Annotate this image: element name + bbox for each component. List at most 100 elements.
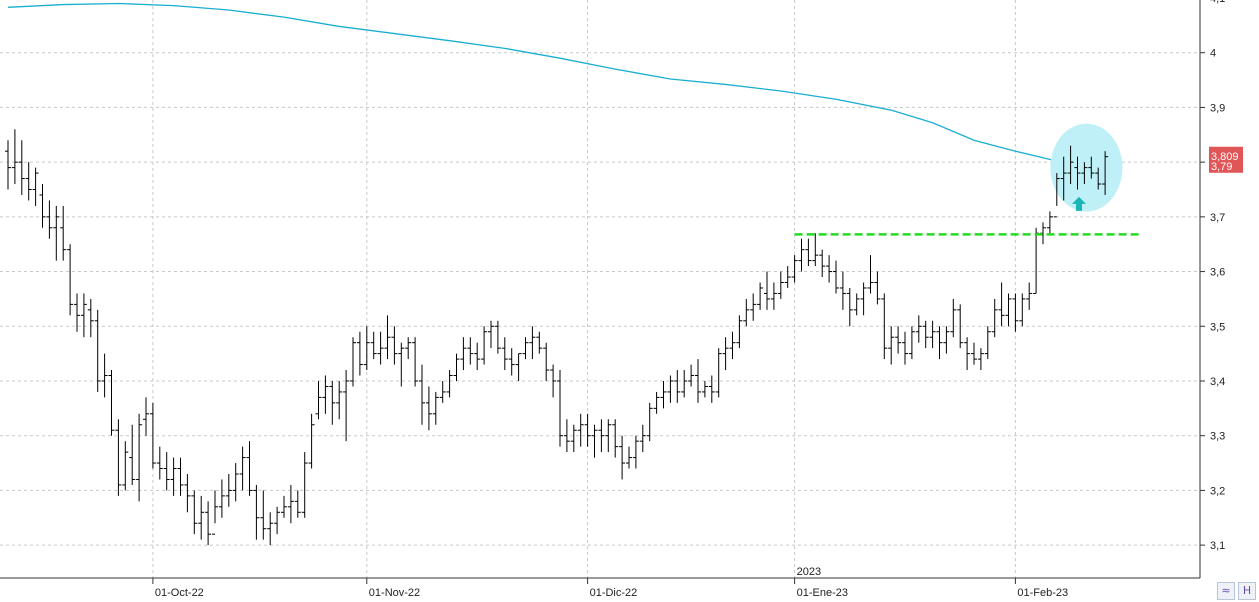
ohlc-bar [198, 495, 205, 540]
last-price-label: 3,809 [1211, 151, 1239, 163]
ohlc-bar [170, 457, 177, 496]
ohlc-bar [101, 353, 108, 398]
ohlc-bar [991, 298, 998, 338]
ohlc-bar [626, 446, 632, 469]
ohlc-bar [791, 255, 798, 283]
ohlc-bar [536, 331, 543, 354]
ohlc-bar [281, 495, 287, 518]
ohlc-bar [53, 205, 60, 261]
y-tick-label: 4,1 [1210, 0, 1225, 5]
ohlc-bar [1046, 211, 1053, 234]
ohlc-bar [777, 271, 784, 299]
ohlc-bar [1102, 151, 1109, 195]
ohlc-bar [308, 413, 315, 469]
ohlc-bar [798, 238, 805, 272]
ohlc-bar [439, 380, 446, 403]
ohlc-bar [881, 293, 888, 360]
ohlc-bar [398, 342, 405, 387]
ohlc-bar [984, 326, 991, 360]
ohlc-bar [163, 452, 170, 491]
zoom-wave-icon[interactable]: ≈ [1217, 582, 1235, 600]
ohlc-bar [943, 326, 950, 354]
ohlc-bar [32, 167, 39, 206]
ohlc-bar [701, 380, 708, 398]
ohlc-bar [784, 266, 791, 288]
year-marker-label: 2023 [797, 566, 821, 578]
ohlc-bar [591, 424, 598, 458]
ohlc-bar [619, 435, 626, 480]
ohlc-bar [350, 337, 356, 387]
ohlc-bar [149, 402, 156, 469]
ohlc-bar [356, 331, 363, 376]
ohlc-bar [936, 326, 943, 360]
ohlc-bar [1060, 156, 1067, 201]
ohlc-bar [501, 337, 508, 371]
ohlc-bar [695, 359, 701, 403]
ohlc-bar [846, 287, 853, 327]
ohlc-bar [315, 380, 322, 420]
up-arrow-icon [1072, 196, 1086, 211]
ohlc-bar [750, 293, 757, 321]
ohlc-bar [667, 375, 674, 403]
ohlc-bar [1033, 227, 1040, 294]
ohlc-bar [964, 337, 971, 371]
ohlc-bar [915, 315, 922, 343]
ohlc-bar [391, 326, 398, 365]
ohlc-bar [550, 364, 557, 398]
ohlc-bar [1019, 293, 1026, 327]
ohlc-bar [274, 506, 281, 535]
ohlc-bar [950, 298, 957, 338]
ohlc-bar [419, 364, 425, 425]
ohlc-bar [260, 490, 267, 540]
x-tick-label: 01-Feb-23 [1017, 587, 1068, 599]
ohlc-bar [646, 402, 653, 442]
ohlc-bar [1074, 156, 1081, 190]
ohlc-bar [115, 419, 122, 496]
ohlc-bar [74, 293, 80, 332]
ohlc-bar [860, 282, 867, 316]
ohlc-bar [343, 370, 350, 442]
ohlc-bar [998, 282, 1005, 327]
ohlc-bar [412, 337, 419, 387]
x-tick-label: 01-Ene-23 [797, 587, 848, 599]
ohlc-bar [1012, 293, 1019, 332]
ohlc-bar [363, 326, 370, 371]
ohlc-bar [826, 255, 833, 283]
ohlc-bar [177, 457, 184, 496]
ohlc-bar [1005, 293, 1012, 327]
ohlc-bar [218, 479, 225, 518]
ohlc-bar [660, 380, 667, 409]
ohlc-bar [922, 320, 929, 349]
ohlc-bar [833, 260, 839, 294]
ohlc-bar [1088, 156, 1095, 179]
ohlc-bar [287, 484, 294, 524]
ohlc-bar [715, 348, 722, 398]
ohlc-bar [39, 184, 46, 228]
y-tick-label: 3,2 [1210, 485, 1225, 497]
ohlc-bar [18, 140, 25, 195]
ohlc-bar [488, 320, 494, 349]
ohlc-bar [812, 233, 819, 267]
ohlc-bar [46, 200, 53, 239]
ohlc-bar [1081, 162, 1088, 185]
ohlc-bar [460, 337, 467, 371]
ohlc-bar [895, 326, 902, 354]
ohlc-bar [122, 441, 129, 491]
ohlc-bar [425, 386, 432, 431]
ohlc-bar [977, 348, 984, 371]
ohlc-bar [11, 129, 18, 185]
y-tick-label: 4 [1210, 48, 1216, 60]
ohlc-bar [143, 397, 149, 436]
ohlc-bar [494, 320, 501, 354]
y-tick-label: 3,1 [1210, 540, 1225, 552]
ohlc-bar [957, 304, 964, 349]
ohlc-bar [136, 413, 143, 502]
chart-mode-h-icon[interactable]: H [1238, 582, 1256, 600]
ohlc-bar [819, 249, 826, 278]
ohlc-bar [253, 484, 260, 540]
x-tick-label: 01-Nov-22 [369, 587, 420, 599]
ohlc-bar [874, 271, 881, 305]
ohlc-bar [563, 419, 570, 453]
ohlc-bar [674, 370, 681, 403]
